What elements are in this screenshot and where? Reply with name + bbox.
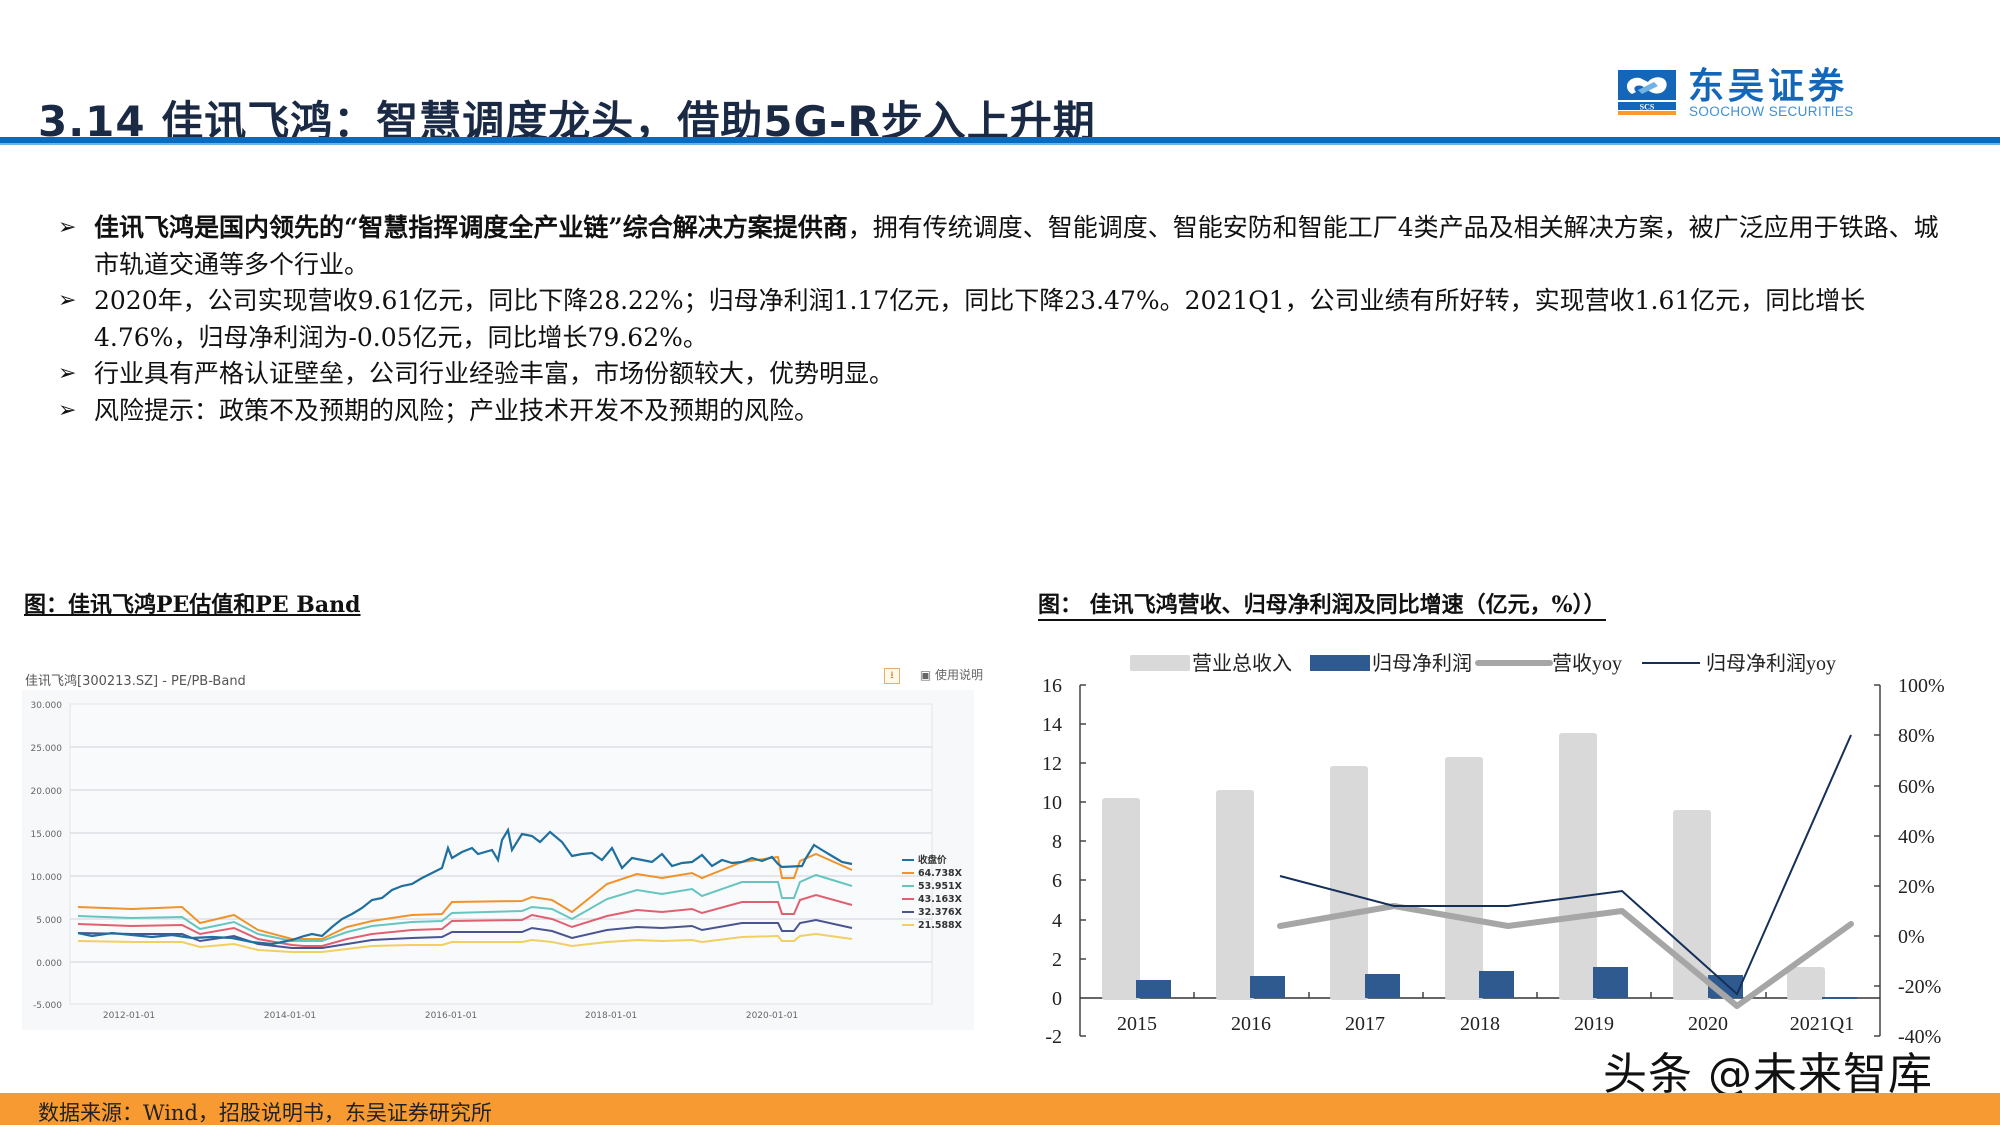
bullet-arrow-icon: ➢ bbox=[58, 288, 77, 313]
svg-text:-5.000: -5.000 bbox=[33, 1001, 62, 1011]
bullet-arrow-icon: ➢ bbox=[58, 215, 77, 240]
svg-text:32.376X: 32.376X bbox=[918, 907, 963, 918]
svg-text:2: 2 bbox=[1052, 949, 1062, 971]
svg-text:2019: 2019 bbox=[1574, 1013, 1614, 1035]
bullet-bold-text: 佳讯飞鸿是国内领先的“智慧指挥调度全产业链”综合解决方案提供商 bbox=[94, 213, 848, 242]
svg-text:2015: 2015 bbox=[1117, 1013, 1157, 1035]
profit-yoy-line bbox=[1279, 734, 1852, 996]
bullet-item: ➢ 佳讯飞鸿是国内领先的“智慧指挥调度全产业链”综合解决方案提供商，拥有传统调度… bbox=[58, 210, 1958, 283]
svg-text:营收yoy: 营收yoy bbox=[1552, 652, 1622, 675]
svg-text:20.000: 20.000 bbox=[31, 787, 63, 797]
bullet-arrow-icon: ➢ bbox=[58, 361, 77, 386]
pe-band-chart: 30.000 25.000 20.000 15.000 10.000 5.000… bbox=[22, 690, 974, 1030]
svg-text:10.000: 10.000 bbox=[31, 873, 63, 883]
pe-band-21x bbox=[77, 932, 853, 953]
svg-text:12: 12 bbox=[1042, 753, 1062, 775]
svg-text:0: 0 bbox=[1052, 988, 1062, 1010]
pe-band-43x bbox=[77, 893, 853, 947]
svg-text:2014-01-01: 2014-01-01 bbox=[264, 1011, 316, 1021]
svg-text:64.738X: 64.738X bbox=[918, 868, 963, 879]
bullet-text: 风险提示：政策不及预期的风险；产业技术开发不及预期的风险。 bbox=[94, 395, 820, 425]
svg-text:2021Q1: 2021Q1 bbox=[1790, 1013, 1854, 1035]
svg-text:2018-01-01: 2018-01-01 bbox=[585, 1011, 637, 1021]
svg-text:80%: 80% bbox=[1898, 725, 1935, 747]
pe-closing-price bbox=[77, 826, 853, 946]
revenue-profit-chart: 营业总收入 归母净利润 营收yoy 归母净利润yoy 16 14 12 10 8… bbox=[1042, 652, 1945, 1048]
bullet-item: ➢ 风险提示：政策不及预期的风险；产业技术开发不及预期的风险。 bbox=[58, 393, 1958, 430]
svg-text:2012-01-01: 2012-01-01 bbox=[103, 1011, 155, 1021]
svg-text:5.000: 5.000 bbox=[36, 916, 62, 926]
wind-chart-header: 佳讯飞鸿[300213.SZ] - PE/PB-Band bbox=[25, 674, 246, 689]
company-logo: SCS 东吴证券 SOOCHOW SECURITIES bbox=[1618, 66, 1898, 119]
pe-y-ticks: 30.000 25.000 20.000 15.000 10.000 5.000… bbox=[31, 701, 63, 1011]
svg-text:21.588X: 21.588X bbox=[918, 920, 963, 931]
logo-english-name: SOOCHOW SECURITIES bbox=[1689, 104, 1854, 119]
bullet-item: ➢ 行业具有严格认证壁垒，公司行业经验丰富，市场份额较大，优势明显。 bbox=[58, 356, 1958, 393]
logo-chinese-name: 东吴证券 bbox=[1688, 66, 1849, 107]
pe-band-54x bbox=[77, 873, 853, 942]
svg-text:-20%: -20% bbox=[1898, 976, 1941, 998]
svg-text:2016-01-01: 2016-01-01 bbox=[425, 1011, 477, 1021]
x-category-labels: 2015 2016 2017 2018 2019 2020 2021Q1 bbox=[1117, 1013, 1854, 1035]
svg-text:0%: 0% bbox=[1898, 926, 1925, 948]
svg-text:2020: 2020 bbox=[1688, 1013, 1728, 1035]
bullet-item: ➢ 2020年，公司实现营收9.61亿元，同比下降28.22%；归母净利润1.1… bbox=[58, 283, 1958, 356]
footer-bar: 数据来源：Wind，招股说明书，东吴证券研究所 bbox=[0, 1093, 2000, 1125]
help-link[interactable]: 使用说明 bbox=[935, 668, 984, 682]
header-divider-light bbox=[0, 143, 2000, 145]
svg-text:2020-01-01: 2020-01-01 bbox=[746, 1011, 798, 1021]
svg-text:收盘价: 收盘价 bbox=[918, 854, 947, 866]
bullet-text: ，拥有传统调度、智能调度、智能安防和智能工厂4类产品及相关解决方案，被广泛应用于… bbox=[94, 213, 1939, 279]
right-y-ticks: 100% 80% 60% 40% 20% 0% -20% -40% bbox=[1898, 675, 1945, 1048]
bullet-text: 行业具有严格认证壁垒，公司行业经验丰富，市场份额较大，优势明显。 bbox=[94, 359, 895, 388]
scs-logo-icon: SCS bbox=[1618, 70, 1676, 115]
svg-text:2017: 2017 bbox=[1345, 1013, 1385, 1035]
svg-text:53.951X: 53.951X bbox=[918, 881, 963, 892]
pe-x-ticks: 2012-01-01 2014-01-01 2016-01-01 2018-01… bbox=[103, 1011, 798, 1021]
right-figure-caption: 图： 佳讯飞鸿营收、归母净利润及同比增速（亿元，%）） bbox=[1038, 587, 1606, 621]
profit-bars bbox=[1136, 967, 1857, 999]
svg-text:60%: 60% bbox=[1898, 776, 1935, 798]
svg-text:100%: 100% bbox=[1898, 675, 1945, 697]
svg-text:43.163X: 43.163X bbox=[918, 894, 963, 905]
download-icon[interactable]: ⭳ bbox=[884, 667, 900, 684]
svg-text:4: 4 bbox=[1052, 910, 1062, 932]
svg-text:归母净利润: 归母净利润 bbox=[1372, 652, 1472, 675]
svg-text:25.000: 25.000 bbox=[31, 744, 63, 754]
chart-legend: 营业总收入 归母净利润 营收yoy 归母净利润yoy bbox=[1130, 652, 1836, 675]
svg-text:8: 8 bbox=[1052, 831, 1062, 853]
header-divider bbox=[0, 137, 2000, 143]
svg-text:20%: 20% bbox=[1898, 876, 1935, 898]
svg-text:15.000: 15.000 bbox=[31, 830, 63, 840]
svg-text:30.000: 30.000 bbox=[31, 701, 63, 711]
svg-text:归母净利润yoy: 归母净利润yoy bbox=[1706, 652, 1836, 675]
bullet-text: 2020年，公司实现营收9.61亿元，同比下降28.22%；归母净利润1.17亿… bbox=[94, 286, 1866, 352]
svg-text:6: 6 bbox=[1052, 870, 1062, 892]
bullet-arrow-icon: ➢ bbox=[58, 397, 77, 423]
svg-text:-40%: -40% bbox=[1898, 1026, 1941, 1048]
svg-text:SCS: SCS bbox=[1640, 103, 1655, 112]
pe-grid bbox=[70, 746, 932, 963]
svg-text:14: 14 bbox=[1042, 714, 1062, 736]
data-source: 数据来源：Wind，招股说明书，东吴证券研究所 bbox=[38, 1101, 492, 1125]
watermark: 头条 @未来智库 bbox=[1603, 1049, 1933, 1100]
help-doc-icon[interactable]: ▣ bbox=[919, 668, 932, 682]
pe-band-64x bbox=[77, 852, 853, 940]
svg-text:10: 10 bbox=[1042, 792, 1062, 814]
pe-legend: 收盘价 64.738X 53.951X 43.163X 32.376X 21.5… bbox=[902, 854, 963, 931]
left-y-ticks: 16 14 12 10 8 6 4 2 0 -2 bbox=[1042, 675, 1062, 1048]
svg-text:2016: 2016 bbox=[1231, 1013, 1271, 1035]
svg-text:营业总收入: 营业总收入 bbox=[1192, 652, 1292, 675]
svg-text:40%: 40% bbox=[1898, 826, 1935, 848]
svg-text:-2: -2 bbox=[1045, 1026, 1062, 1048]
svg-text:16: 16 bbox=[1042, 675, 1062, 697]
svg-text:0.000: 0.000 bbox=[36, 959, 62, 969]
svg-text:2018: 2018 bbox=[1460, 1013, 1500, 1035]
bullet-list: ➢ 佳讯飞鸿是国内领先的“智慧指挥调度全产业链”综合解决方案提供商，拥有传统调度… bbox=[58, 210, 1958, 429]
wind-chart-tools: ⭳ ▣ 使用说明 bbox=[884, 666, 983, 684]
revenue-bars bbox=[1102, 733, 1825, 1000]
left-figure-caption: 图：佳讯飞鸿PE估值和PE Band bbox=[24, 592, 361, 618]
revenue-yoy-line bbox=[1277, 903, 1854, 1009]
